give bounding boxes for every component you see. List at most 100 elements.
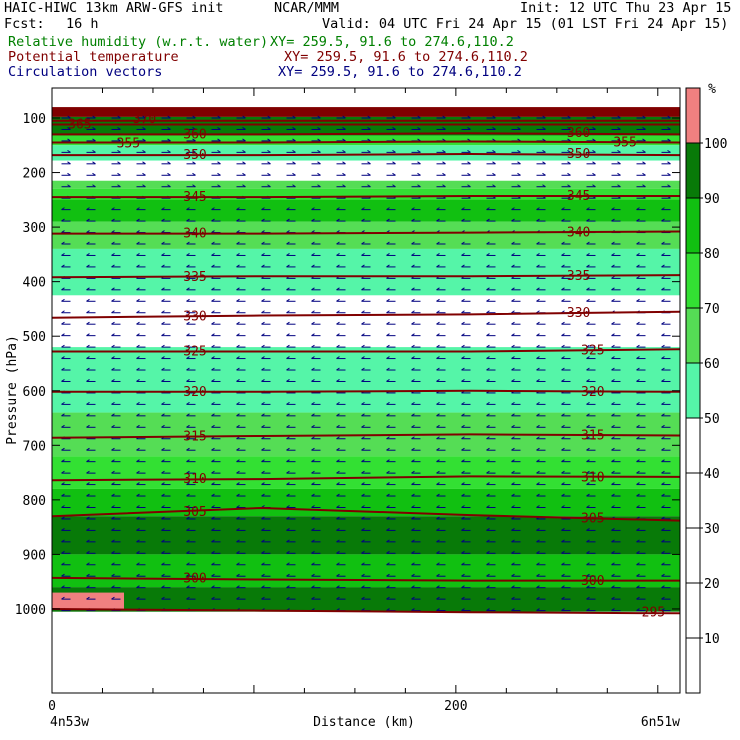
vector-arrowhead — [342, 172, 346, 176]
vector-arrowhead — [61, 207, 65, 211]
vector-arrowhead — [142, 161, 146, 165]
theta-contours — [52, 119, 680, 615]
vector-arrowhead — [661, 596, 665, 600]
vector-arrowhead — [61, 424, 65, 428]
vector-arrowhead — [136, 493, 140, 497]
vector-arrowhead — [61, 573, 65, 577]
vector-arrowhead — [511, 459, 515, 463]
vector-arrowhead — [586, 573, 590, 577]
vector-arrowhead — [361, 367, 365, 371]
vector-arrowhead — [536, 493, 540, 497]
vector-arrowhead — [636, 218, 640, 222]
vector-arrowhead — [161, 253, 165, 256]
vector-arrowhead — [211, 562, 215, 566]
vector-arrowhead — [486, 493, 490, 497]
vector-arrowhead — [586, 298, 590, 302]
vector-arrowhead — [311, 344, 315, 348]
vector-arrowhead — [392, 127, 396, 130]
theta-label: 330 — [183, 309, 206, 324]
vector-arrowhead — [661, 505, 665, 508]
theta-label: 355 — [613, 135, 636, 150]
vector-arrowhead — [586, 608, 590, 612]
vector-arrowhead — [517, 149, 521, 153]
vector-arrowhead — [186, 218, 190, 222]
theta-label: 320 — [581, 385, 604, 400]
vector-arrowhead — [136, 562, 140, 566]
vector-arrowhead — [411, 424, 415, 428]
vector-arrowhead — [86, 287, 90, 291]
vector-arrowhead — [461, 298, 465, 302]
vector-arrowhead — [336, 562, 340, 566]
vector-arrowhead — [211, 596, 215, 600]
vector-arrowhead — [86, 253, 90, 256]
vector-arrowhead — [136, 356, 140, 359]
vector-arrowhead — [86, 310, 90, 314]
vector-arrowhead — [61, 298, 65, 302]
vector-arrowhead — [136, 447, 140, 451]
vector-arrowhead — [161, 550, 165, 554]
vector-arrowhead — [86, 321, 90, 325]
vector-arrowhead — [236, 413, 240, 417]
vector-arrowhead — [492, 127, 496, 130]
vector-arrowhead — [161, 585, 165, 589]
vector-arrowhead — [517, 127, 521, 130]
rh-band — [52, 592, 124, 609]
vector-arrowhead — [286, 218, 290, 222]
vector-arrowhead — [161, 413, 165, 417]
vector-arrowhead — [342, 161, 346, 165]
vector-arrowhead — [661, 562, 665, 566]
field-label-vectors: Circulation vectors — [8, 64, 163, 80]
vector-arrowhead — [661, 493, 665, 497]
vector-arrowhead — [386, 298, 390, 302]
vector-arrowhead — [167, 149, 171, 153]
vector-arrowhead — [286, 527, 290, 531]
vector-arrowhead — [386, 516, 390, 520]
vector-arrowhead — [386, 505, 390, 508]
vector-arrowhead — [336, 264, 340, 268]
vector-arrowhead — [561, 207, 565, 211]
vector-arrowhead — [611, 218, 615, 222]
vector-arrowhead — [436, 608, 440, 612]
vector-arrowhead — [236, 379, 240, 382]
vector-arrowhead — [642, 138, 646, 142]
vector-arrowhead — [236, 344, 240, 348]
vector-arrowhead — [261, 413, 265, 417]
vector-arrowhead — [61, 230, 65, 233]
vector-arrowhead — [411, 447, 415, 451]
vector-arrowhead — [311, 470, 315, 474]
vector-arrowhead — [86, 550, 90, 554]
vector-arrowhead — [561, 379, 565, 382]
vector-arrowhead — [336, 401, 340, 405]
vector-arrowhead — [136, 298, 140, 302]
vector-arrowhead — [161, 470, 165, 474]
vector-arrowhead — [261, 447, 265, 451]
vector-arrowhead — [92, 161, 96, 165]
vector-arrowhead — [667, 172, 671, 176]
vector-arrowhead — [292, 149, 296, 153]
vector-arrowhead — [536, 585, 540, 589]
vector-arrowhead — [436, 333, 440, 337]
vector-arrowhead — [486, 562, 490, 566]
vector-arrowhead — [167, 172, 171, 176]
vector-arrowhead — [567, 138, 571, 142]
vector-arrowhead — [111, 585, 115, 589]
vector-arrowhead — [311, 379, 315, 382]
vector-arrowhead — [417, 138, 421, 142]
vector-arrowhead — [361, 218, 365, 222]
vector-arrowhead — [567, 172, 571, 176]
vector-arrowhead — [536, 298, 540, 302]
vector-arrowhead — [586, 527, 590, 531]
vector-arrowhead — [111, 287, 115, 291]
colorbar-swatch — [685, 197, 701, 254]
vector-arrowhead — [461, 333, 465, 337]
vector-arrowhead — [361, 459, 365, 463]
vector-arrowhead — [461, 424, 465, 428]
vector-arrowhead — [561, 298, 565, 302]
vector-arrowhead — [161, 424, 165, 428]
vector-arrowhead — [217, 184, 221, 188]
vector-arrowhead — [161, 344, 165, 348]
vector-arrowhead — [336, 230, 340, 233]
vector-arrowhead — [386, 550, 390, 554]
vector-arrowhead — [636, 253, 640, 256]
forecast-label: Fcst: — [4, 16, 45, 32]
